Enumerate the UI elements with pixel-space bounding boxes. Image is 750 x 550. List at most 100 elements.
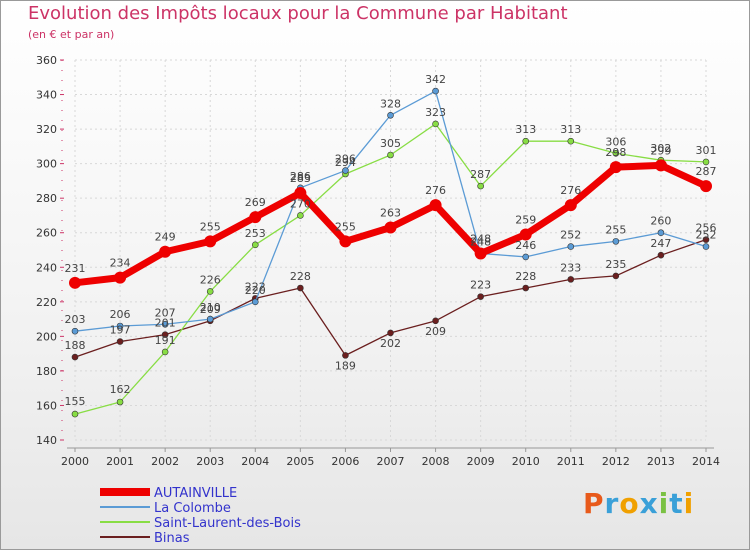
series-point bbox=[116, 338, 124, 345]
series-point bbox=[384, 221, 397, 234]
data-label: 299 bbox=[650, 144, 671, 157]
chart-subtitle: (en € et par an) bbox=[28, 28, 115, 41]
series-point bbox=[294, 187, 307, 199]
data-label: 306 bbox=[605, 135, 626, 148]
data-label: 301 bbox=[696, 144, 717, 157]
data-label: 248 bbox=[470, 235, 491, 248]
data-label: 210 bbox=[200, 301, 221, 314]
data-label: 259 bbox=[515, 213, 536, 226]
x-tick-label: 2005 bbox=[286, 455, 314, 468]
series-point bbox=[69, 276, 81, 289]
data-label: 323 bbox=[425, 106, 446, 119]
data-label: 197 bbox=[110, 324, 131, 337]
y-tick-label: 140 bbox=[36, 434, 57, 447]
data-label: 296 bbox=[335, 153, 356, 166]
data-label: 231 bbox=[65, 262, 86, 275]
x-tick-label: 2013 bbox=[647, 455, 675, 468]
series-point bbox=[522, 253, 530, 261]
series-point bbox=[519, 228, 532, 241]
data-label: 223 bbox=[470, 279, 491, 292]
y-tick-label: 180 bbox=[36, 365, 57, 378]
series-point bbox=[654, 159, 667, 172]
series-point bbox=[297, 212, 304, 219]
data-label: 260 bbox=[650, 215, 671, 228]
series-point bbox=[161, 331, 169, 338]
series-point bbox=[159, 245, 172, 258]
y-tick-label: 200 bbox=[36, 330, 57, 343]
y-tick-label: 360 bbox=[36, 54, 57, 67]
series-point bbox=[522, 284, 530, 292]
data-label: 249 bbox=[155, 231, 176, 244]
x-tick-label: 2001 bbox=[106, 455, 134, 468]
series-point bbox=[387, 151, 394, 159]
logo-letter: x bbox=[639, 487, 659, 520]
series-point bbox=[339, 235, 352, 248]
data-label: 255 bbox=[200, 220, 221, 233]
series-point bbox=[702, 243, 710, 250]
data-label: 206 bbox=[110, 308, 131, 321]
x-tick-label: 2003 bbox=[196, 455, 224, 468]
legend-label: La Colombe bbox=[154, 501, 231, 516]
data-label: 263 bbox=[380, 207, 401, 220]
series-point bbox=[161, 348, 169, 356]
series-point bbox=[474, 247, 487, 260]
series-point bbox=[387, 329, 394, 337]
series-point bbox=[206, 315, 214, 323]
data-label: 305 bbox=[380, 137, 401, 150]
series-point bbox=[567, 137, 575, 145]
x-tick-label: 2012 bbox=[602, 455, 630, 468]
legend-label: Binas bbox=[154, 531, 190, 546]
logo-letter: i bbox=[683, 487, 695, 520]
series-point bbox=[342, 167, 349, 174]
series-point bbox=[612, 272, 620, 280]
x-tick-label: 2007 bbox=[377, 455, 405, 468]
logo-letter: i bbox=[658, 487, 670, 520]
data-label: 294 bbox=[335, 156, 356, 169]
series-point bbox=[429, 199, 442, 212]
y-tick-label: 300 bbox=[36, 158, 57, 171]
series-group bbox=[69, 87, 712, 418]
series-point bbox=[657, 251, 665, 259]
series-point bbox=[432, 317, 439, 325]
series-point bbox=[116, 322, 124, 330]
x-tick-label: 2004 bbox=[241, 455, 269, 468]
data-label: 246 bbox=[515, 239, 536, 252]
data-label: 276 bbox=[425, 184, 446, 197]
series-point bbox=[249, 211, 262, 224]
axes: 140 160 180 200 220 240 260 280 300 320 340 360 2000… bbox=[36, 54, 720, 468]
series-point bbox=[297, 284, 304, 292]
data-label: 191 bbox=[155, 334, 176, 347]
data-label: 203 bbox=[65, 313, 86, 326]
data-label: 269 bbox=[245, 196, 266, 209]
series-point bbox=[204, 235, 217, 248]
data-label: 328 bbox=[380, 97, 401, 110]
series-point bbox=[477, 293, 484, 300]
series-point bbox=[657, 229, 665, 237]
series-point bbox=[161, 320, 169, 328]
logo-letter: r bbox=[604, 487, 620, 520]
x-tick-label: 2014 bbox=[692, 455, 720, 468]
data-label: 188 bbox=[65, 339, 86, 352]
data-label: 287 bbox=[470, 168, 491, 181]
data-label: 207 bbox=[155, 306, 176, 319]
logo-letter: o bbox=[619, 487, 640, 520]
data-label: 342 bbox=[425, 73, 446, 86]
x-tick-label: 2008 bbox=[422, 455, 450, 468]
y-tick-label: 260 bbox=[36, 227, 57, 240]
series-point bbox=[114, 271, 127, 284]
data-label: 228 bbox=[290, 270, 311, 283]
data-labels: 231 234 249 255 269 283 255 263 276 248 259 276 298 2… bbox=[65, 73, 717, 408]
data-label: 209 bbox=[200, 303, 221, 316]
series-point bbox=[432, 87, 439, 95]
logo-letter: P bbox=[583, 487, 605, 520]
series-point bbox=[702, 236, 710, 243]
legend-label: Saint-Laurent-des-Bois bbox=[154, 516, 301, 531]
data-label: 155 bbox=[65, 395, 86, 408]
data-label: 255 bbox=[335, 220, 356, 233]
x-tick-label: 2009 bbox=[467, 455, 495, 468]
data-label: 283 bbox=[290, 172, 311, 185]
y-tick-label: 220 bbox=[36, 296, 57, 309]
data-label: 302 bbox=[650, 142, 671, 155]
series-point bbox=[564, 199, 577, 212]
